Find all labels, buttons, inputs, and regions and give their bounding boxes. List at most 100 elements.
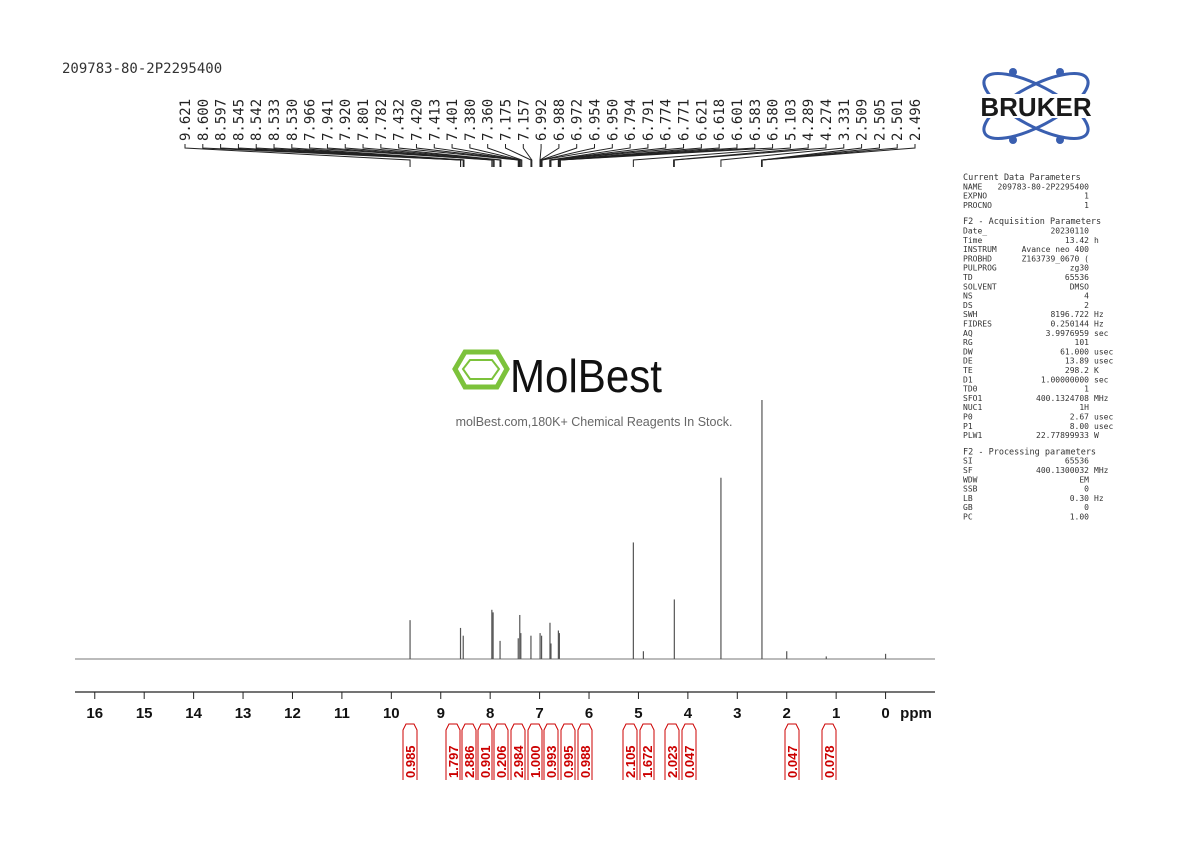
param-heading: F2 - Acquisition Parameters bbox=[963, 217, 1101, 227]
param-name: PULPROG bbox=[963, 264, 997, 273]
param-name: D1 bbox=[963, 375, 973, 384]
peak-label: 8.545 bbox=[231, 99, 247, 141]
param-unit: usec bbox=[1094, 357, 1113, 366]
param-name: RG bbox=[963, 338, 973, 347]
param-value: 1 bbox=[1084, 385, 1089, 394]
x-axis-label: ppm bbox=[900, 705, 932, 722]
param-name: NAME bbox=[963, 182, 982, 191]
peak-label: 7.420 bbox=[409, 99, 425, 141]
peak-connector bbox=[539, 144, 560, 167]
peak-label: 7.175 bbox=[498, 99, 514, 141]
param-value: 13.42 bbox=[1065, 236, 1089, 245]
x-tick-label: 16 bbox=[86, 705, 103, 722]
param-value: 20230110 bbox=[1050, 227, 1089, 236]
integral-bracket bbox=[445, 723, 461, 780]
param-value: Z163739_0670 ( bbox=[1022, 254, 1089, 263]
x-tick-label: 8 bbox=[486, 705, 494, 722]
peak-label: 2.505 bbox=[872, 99, 888, 141]
peak-connector bbox=[550, 144, 685, 167]
integral-label: 1.797 bbox=[446, 745, 461, 778]
peak-connector bbox=[541, 144, 613, 167]
peak-connector bbox=[398, 144, 519, 167]
param-value: 22.77899933 bbox=[1036, 431, 1089, 440]
peak-label: 6.988 bbox=[552, 99, 568, 141]
param-name: FIDRES bbox=[963, 320, 992, 329]
peak-connector bbox=[673, 144, 809, 167]
peak-label: 6.774 bbox=[659, 99, 675, 141]
logo-text: BRUKER bbox=[980, 92, 1091, 122]
x-tick-label: 5 bbox=[634, 705, 642, 722]
peak-connector bbox=[362, 144, 501, 167]
integral-label: 0.047 bbox=[785, 745, 800, 778]
peak-connector bbox=[522, 144, 533, 167]
peak-connector bbox=[451, 144, 521, 167]
peak-connector bbox=[433, 144, 520, 167]
param-value: 298.2 bbox=[1065, 366, 1089, 375]
peak-label: 6.583 bbox=[748, 99, 764, 141]
param-unit: MHz bbox=[1094, 394, 1109, 403]
peak-label: 6.950 bbox=[605, 99, 621, 141]
integral-bracket bbox=[493, 723, 509, 780]
param-unit: sec bbox=[1094, 375, 1109, 384]
bruker-logo: BRUKER bbox=[958, 68, 1116, 144]
peak-connector bbox=[761, 144, 916, 167]
integral-bracket bbox=[527, 723, 543, 780]
x-tick-label: 10 bbox=[383, 705, 400, 722]
param-unit: W bbox=[1094, 431, 1099, 440]
peak-label: 8.597 bbox=[214, 99, 230, 141]
integral-bracket bbox=[560, 723, 576, 780]
integral-label: 2.984 bbox=[511, 745, 526, 778]
sample-title: 209783-80-2P2295400 bbox=[62, 61, 222, 77]
param-name: SWH bbox=[963, 310, 978, 319]
param-value: 2.67 bbox=[1070, 413, 1089, 422]
param-value: zg30 bbox=[1070, 264, 1089, 273]
integral-bracket bbox=[784, 723, 800, 780]
param-name: P1 bbox=[963, 422, 973, 431]
param-unit: usec bbox=[1094, 422, 1113, 431]
param-name: AQ bbox=[963, 329, 973, 338]
param-name: NS bbox=[963, 292, 973, 301]
integral-label: 2.886 bbox=[462, 745, 477, 778]
param-value: 0.30 bbox=[1070, 494, 1089, 503]
integral-bracket bbox=[461, 723, 477, 780]
peak-connector bbox=[184, 144, 411, 167]
x-tick-label: 1 bbox=[832, 705, 840, 722]
integral-bracket bbox=[477, 723, 493, 780]
peak-connector bbox=[557, 144, 720, 167]
peak-label: 6.618 bbox=[712, 99, 728, 141]
integral-label: 0.047 bbox=[682, 745, 697, 778]
integral-label: 0.901 bbox=[478, 745, 493, 778]
peak-label: 2.496 bbox=[908, 99, 924, 141]
integral-label: 0.078 bbox=[822, 745, 837, 778]
peak-connector bbox=[344, 144, 495, 167]
integral-label: 1.000 bbox=[528, 745, 543, 778]
param-name: DW bbox=[963, 347, 973, 356]
param-unit: sec bbox=[1094, 329, 1109, 338]
peak-label: 6.771 bbox=[677, 99, 693, 141]
peak-connector bbox=[469, 144, 522, 167]
param-value: 13.89 bbox=[1065, 357, 1089, 366]
x-tick-label: 9 bbox=[437, 705, 445, 722]
param-name: EXPNO bbox=[963, 192, 987, 201]
param-name: TE bbox=[963, 366, 973, 375]
integral-label: 2.023 bbox=[665, 745, 680, 778]
integral-label: 0.995 bbox=[561, 745, 576, 778]
param-value: 209783-80-2P2295400 bbox=[997, 182, 1089, 191]
param-name: PLW1 bbox=[963, 431, 982, 440]
peak-label: 2.501 bbox=[890, 99, 906, 141]
param-value: 1H bbox=[1079, 403, 1089, 412]
param-heading: F2 - Processing parameters bbox=[963, 447, 1096, 457]
peak-label: 8.533 bbox=[267, 99, 283, 141]
integral-bracket bbox=[681, 723, 697, 780]
param-value: 65536 bbox=[1065, 457, 1089, 466]
integral-label: 2.105 bbox=[623, 745, 638, 778]
peak-label: 6.794 bbox=[623, 99, 639, 141]
integral-bracket bbox=[622, 723, 638, 780]
x-tick-label: 7 bbox=[535, 705, 543, 722]
param-value: 101 bbox=[1075, 338, 1090, 347]
peak-label: 7.413 bbox=[427, 99, 443, 141]
param-value: DMSO bbox=[1070, 282, 1089, 291]
param-name: SFO1 bbox=[963, 394, 982, 403]
